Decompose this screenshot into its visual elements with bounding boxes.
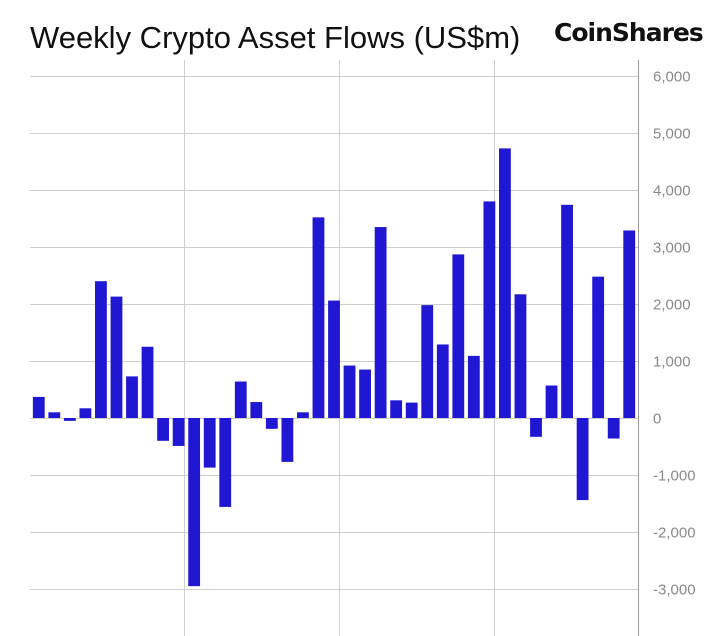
- bar: [421, 305, 434, 418]
- bar: [157, 418, 169, 441]
- bar: [250, 402, 263, 418]
- bar: [607, 418, 620, 439]
- bar: [95, 281, 107, 418]
- y-tick-label: 4,000: [653, 183, 691, 200]
- bar: [405, 402, 418, 418]
- y-tick-label: 0: [653, 411, 661, 428]
- bar: [545, 385, 558, 418]
- bar: [452, 254, 465, 418]
- bar: [265, 418, 278, 429]
- bar: [126, 376, 138, 418]
- bar: [297, 412, 309, 418]
- bar: [467, 355, 480, 418]
- bar: [32, 396, 45, 418]
- bar: [623, 230, 636, 418]
- y-tick-label: 1,000: [653, 354, 691, 371]
- bar: [374, 227, 387, 418]
- bar: [576, 418, 589, 501]
- bar: [203, 418, 216, 468]
- bar: [483, 201, 496, 418]
- bar: [312, 217, 325, 418]
- bar: [234, 381, 247, 418]
- bar: [530, 418, 542, 437]
- bar: [592, 276, 605, 418]
- chart-title: Weekly Crypto Asset Flows (US$m): [30, 20, 521, 55]
- y-tick-label: 3,000: [653, 240, 691, 257]
- bar: [79, 408, 92, 418]
- y-tick-label: -3,000: [653, 582, 696, 599]
- bar: [343, 365, 356, 418]
- y-tick-label: 2,000: [653, 297, 691, 314]
- bars: [32, 148, 636, 587]
- y-tick-label: 6,000: [653, 69, 691, 86]
- bar: [281, 418, 294, 462]
- bar: [63, 418, 76, 421]
- y-tick-label: 5,000: [653, 126, 691, 143]
- bar: [390, 400, 403, 418]
- bar: [514, 294, 527, 418]
- bar: [359, 369, 371, 418]
- bar: [499, 148, 511, 418]
- bar: [110, 296, 123, 418]
- y-tick-label: -2,000: [653, 525, 696, 542]
- bar: [188, 418, 201, 587]
- bar: [172, 418, 185, 446]
- coinshares-logo: CoinShares: [554, 18, 704, 47]
- bar: [561, 204, 573, 418]
- bar: [219, 418, 232, 507]
- bar: [141, 346, 154, 418]
- y-tick-label: -1,000: [653, 468, 696, 485]
- bar: [436, 344, 449, 418]
- y-axis: 6,000 5,000 4,000 3,000 2,000 1,000 0 -1,000 -2,…: [638, 60, 696, 636]
- bar: [328, 300, 340, 418]
- bar: [48, 412, 61, 418]
